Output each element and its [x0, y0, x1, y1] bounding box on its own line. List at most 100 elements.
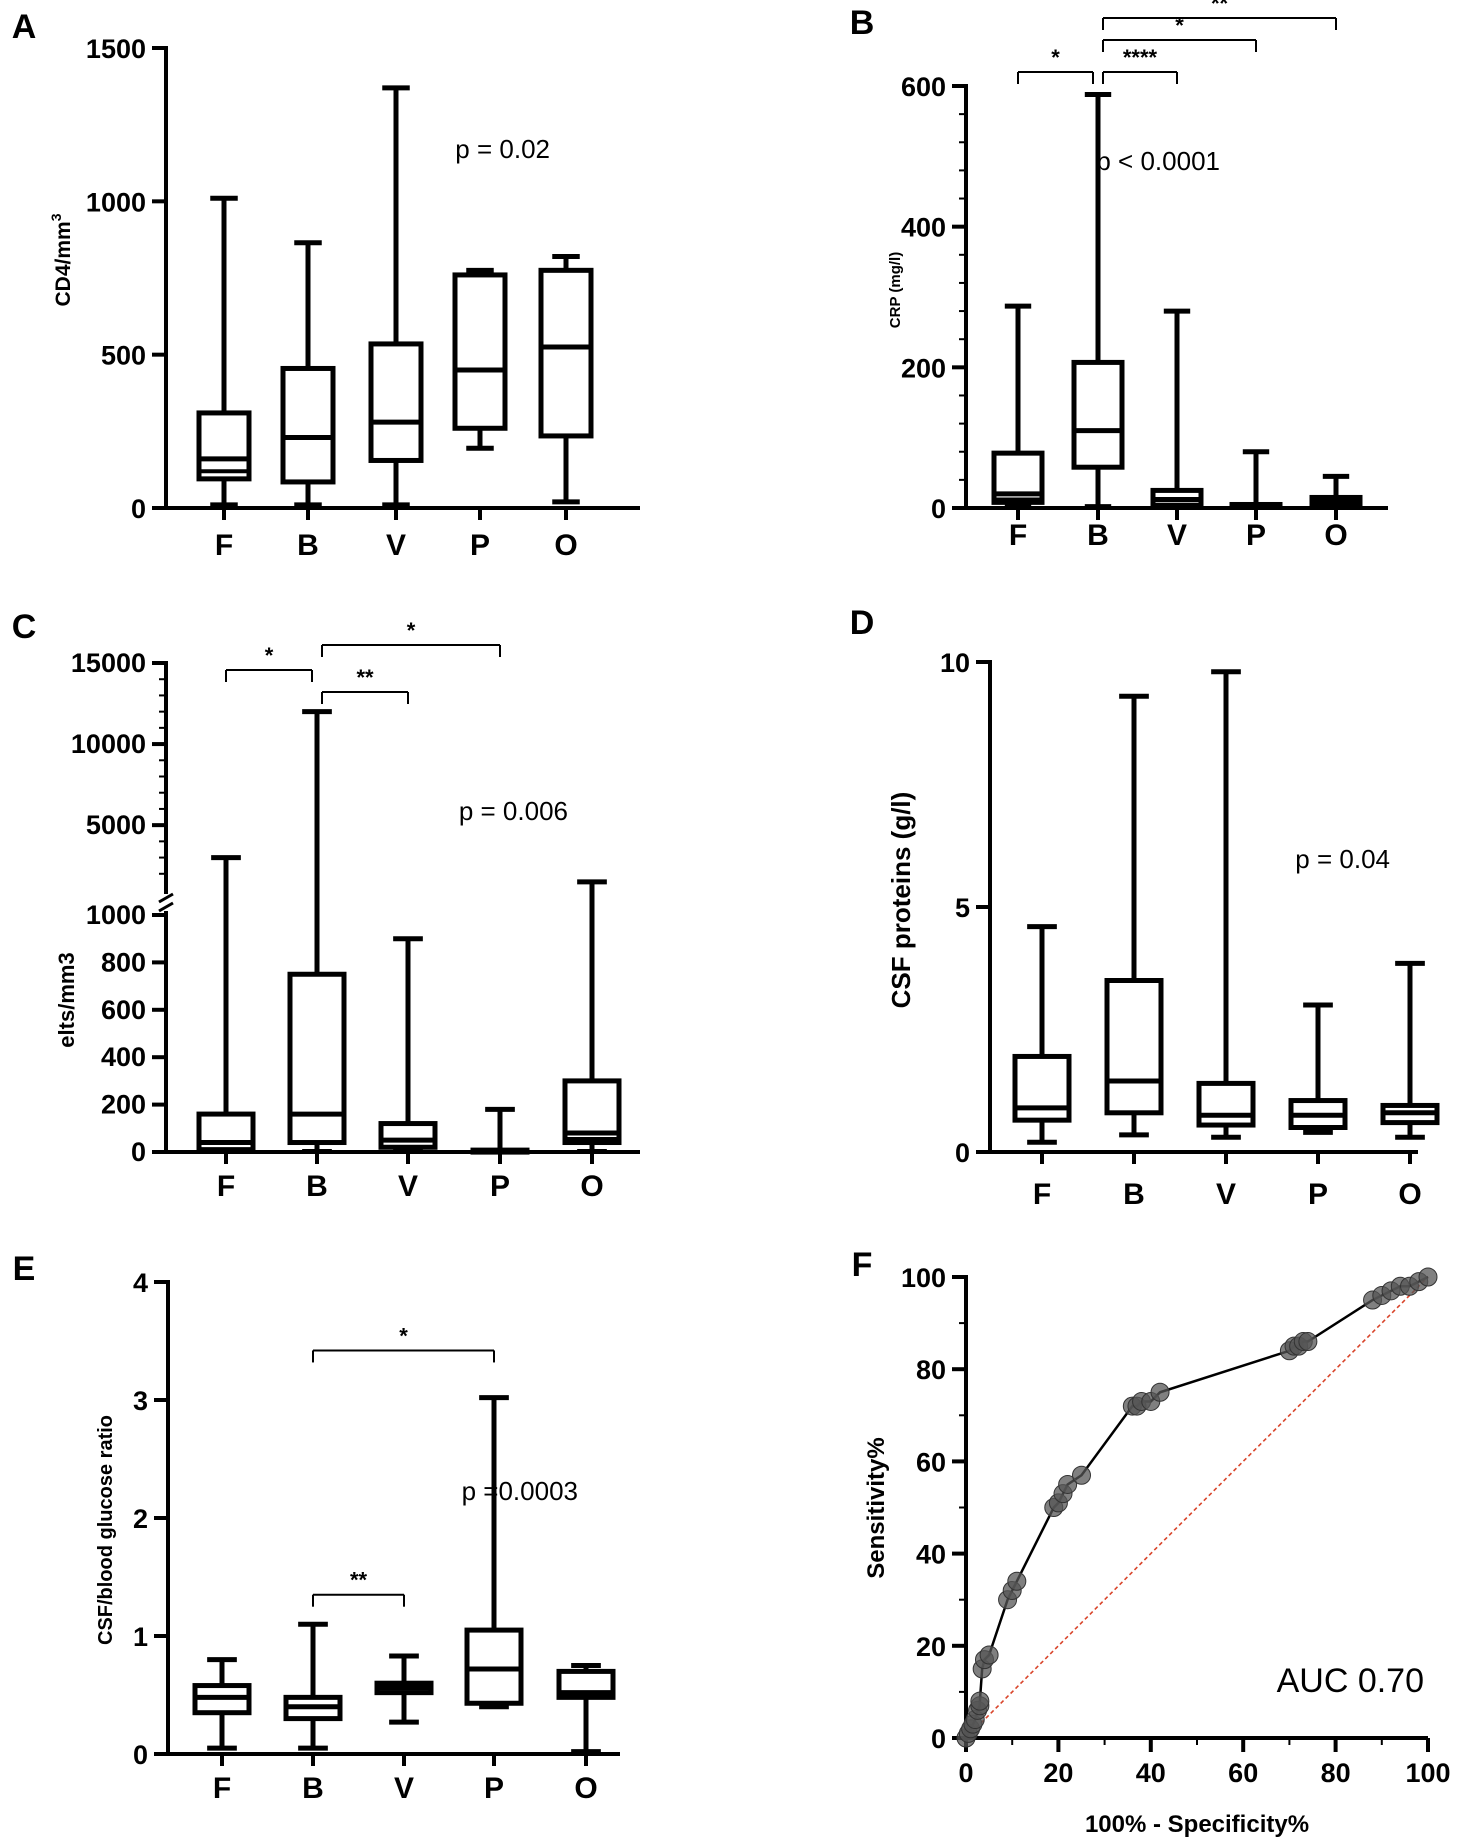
- x-tick-label: F: [1009, 519, 1027, 552]
- y-tick-label: 10000: [71, 729, 146, 759]
- roc-point: [970, 1691, 990, 1711]
- reference-diagonal: [965, 1276, 1429, 1739]
- x-tick-label: 40: [1136, 1758, 1166, 1788]
- x-tick-label: O: [580, 1170, 603, 1203]
- box-iqr: [287, 971, 347, 1146]
- x-tick-label: V: [1216, 1178, 1236, 1211]
- x-tick-label: B: [306, 1170, 328, 1203]
- box-B: [283, 1621, 343, 1751]
- y-tick-label: 400: [901, 213, 946, 243]
- box-V: [374, 1653, 434, 1725]
- y-axis-label-text: CSF proteins (g/l): [886, 792, 916, 1009]
- panel-A: A 0 500 1000 1500 F B V P Op = 0.02 CD4/mm3: [12, 8, 640, 562]
- y-tick-label: 5000: [86, 810, 146, 840]
- significance-bracket: *: [225, 643, 313, 682]
- y-tick-label: 0: [133, 1740, 148, 1770]
- roc-point: [1058, 1474, 1078, 1494]
- box-V: [1196, 669, 1256, 1140]
- box-O: [556, 1663, 616, 1755]
- box-F: [196, 855, 256, 1155]
- significance-stars: *: [399, 1323, 408, 1348]
- x-tick-label: 100: [1405, 1758, 1450, 1788]
- x-tick-label: O: [574, 1772, 597, 1805]
- y-axis-label: CRP (mg/l): [887, 252, 904, 328]
- significance-bracket: *: [1017, 45, 1094, 84]
- significance-bracket: *: [321, 618, 501, 657]
- y-tick-label: 5: [955, 893, 970, 923]
- significance-stars: *: [407, 618, 416, 643]
- panel-letter-D: D: [850, 604, 875, 642]
- significance-bracket: **: [321, 665, 409, 704]
- y-tick-label: 0: [131, 1137, 146, 1167]
- panel-letter-A: A: [12, 8, 37, 46]
- box-V: [378, 936, 438, 1155]
- box-O: [1309, 473, 1363, 510]
- p-value: p = 0.04: [1295, 844, 1390, 874]
- box-iqr: [1071, 359, 1125, 470]
- y-tick-label: 20: [916, 1632, 946, 1662]
- significance-bracket: *: [1102, 13, 1257, 52]
- significance-bracket: **: [1102, 0, 1337, 30]
- y-axis-label-superscript: 3: [48, 213, 64, 221]
- x-tick-label: P: [470, 529, 490, 562]
- box-iqr: [538, 267, 594, 439]
- panel-letter-F: F: [852, 1246, 873, 1284]
- auc-annotation: AUC 0.70: [1277, 1662, 1424, 1700]
- box-V: [368, 85, 424, 508]
- y-tick-label: 200: [901, 353, 946, 383]
- p-value: p < 0.0001: [1096, 146, 1220, 176]
- y-tick-label: 1000: [86, 900, 146, 930]
- y-tick-label: 100: [901, 1263, 946, 1293]
- x-tick-label: B: [1087, 519, 1109, 552]
- x-tick-label: F: [217, 1170, 235, 1203]
- box-F: [196, 195, 252, 508]
- roc-point: [979, 1645, 999, 1665]
- y-axis-label-text: CSF/blood glucose ratio: [95, 1415, 117, 1645]
- box-O: [538, 254, 594, 505]
- y-tick-label: 800: [101, 947, 146, 977]
- box-iqr: [378, 1121, 438, 1150]
- axis-break-mark: [158, 892, 174, 904]
- y-tick-label: 0: [131, 494, 146, 524]
- x-tick-label: F: [213, 1772, 231, 1805]
- y-tick-label: 10: [940, 648, 970, 678]
- significance-stars: **: [356, 665, 374, 690]
- x-tick-label: P: [490, 1170, 510, 1203]
- panel-F: F 0 20 40 60 80 100 0 20 40 60 80 100 AUC 0.70 100% - …: [852, 1246, 1451, 1838]
- box-P: [1288, 1002, 1348, 1135]
- significance-stars: *: [1175, 13, 1184, 38]
- p-value: p = 0.006: [459, 796, 568, 826]
- y-tick-label: 3: [133, 1386, 148, 1416]
- roc-point: [1072, 1465, 1091, 1485]
- panel-D: D 0 5 10 F B V P Op = 0.04 CSF proteins (g/l): [850, 604, 1440, 1211]
- y-tick-label: 1000: [86, 187, 146, 217]
- x-tick-label: O: [1398, 1178, 1421, 1211]
- box-iqr: [368, 341, 424, 463]
- roc-point: [1418, 1267, 1438, 1287]
- y-axis-label-text: CRP (mg/l): [887, 252, 904, 328]
- box-O: [1380, 960, 1440, 1140]
- panel-letter-B: B: [850, 4, 875, 42]
- y-tick-label: 0: [931, 1724, 946, 1754]
- box-iqr: [1104, 978, 1164, 1116]
- y-axis-label-text: CD4/mm: [52, 221, 75, 306]
- x-tick-label: B: [302, 1772, 324, 1805]
- y-tick-label: 600: [901, 72, 946, 102]
- y-axis-label: CD4/mm3: [48, 213, 75, 306]
- y-tick-label: 500: [101, 341, 146, 371]
- x-tick-label: O: [1324, 519, 1347, 552]
- p-value: p =0.0003: [462, 1476, 578, 1506]
- roc-point: [1007, 1571, 1027, 1591]
- y-tick-label: 400: [101, 1042, 146, 1072]
- x-tick-label: F: [1033, 1178, 1051, 1211]
- y-tick-label: 1: [133, 1622, 148, 1652]
- x-tick-label: B: [297, 529, 319, 562]
- box-iqr: [196, 410, 252, 482]
- box-B: [1071, 91, 1125, 510]
- significance-stars: *: [265, 643, 274, 668]
- x-axis-label: 100% - Specificity%: [1085, 1811, 1309, 1838]
- box-P: [470, 1106, 530, 1155]
- box-P: [452, 267, 508, 451]
- y-axis-label: CSF proteins (g/l): [886, 792, 916, 1009]
- x-tick-label: 60: [1228, 1758, 1258, 1788]
